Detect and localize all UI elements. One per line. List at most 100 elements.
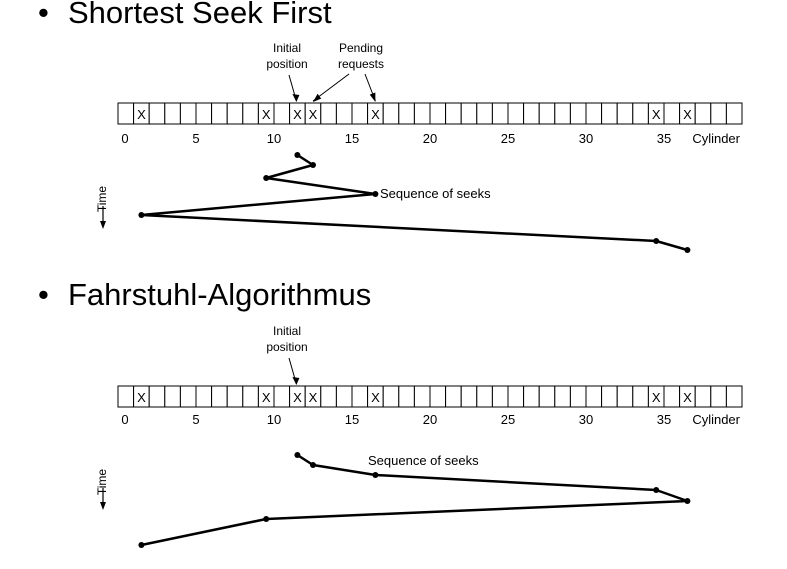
cylinder-cell: [273, 385, 291, 408]
tick-label: 25: [501, 412, 515, 427]
tick-label: 25: [501, 131, 515, 146]
cylinder-cell: [148, 385, 166, 408]
cylinder-cell: [179, 102, 197, 125]
tick-label: 20: [423, 131, 437, 146]
time-axis-label: Time: [95, 186, 109, 213]
cylinder-cell: [725, 385, 743, 408]
request-marker: X: [652, 390, 661, 405]
seek-point: [294, 452, 301, 458]
cylinder-cell: [242, 102, 259, 125]
seek-point: [138, 542, 145, 548]
request-marker: X: [683, 107, 692, 122]
cylinder-cell: [195, 385, 213, 408]
seek-point: [684, 498, 691, 504]
tick-label: 15: [345, 412, 359, 427]
cylinder-cell: [351, 385, 369, 408]
tick-label: 20: [423, 412, 437, 427]
cylinder-cell: [476, 385, 493, 408]
cylinder-cell: [632, 385, 649, 408]
pending-requests-label: Pending: [339, 41, 383, 55]
cylinder-cell: [569, 385, 587, 408]
cylinder-cell: [226, 102, 244, 125]
seek-point: [684, 247, 691, 253]
tick-label: 10: [267, 131, 281, 146]
pending-requests-label: requests: [338, 57, 384, 71]
request-marker: X: [371, 390, 380, 405]
request-marker: X: [309, 390, 318, 405]
cylinder-cell: [382, 102, 400, 125]
cylinder-cell: [632, 102, 649, 125]
seek-point: [653, 487, 660, 493]
cylinder-cell: [523, 102, 540, 125]
tick-label: 15: [345, 131, 359, 146]
seek-point: [372, 191, 379, 197]
cylinder-cell: [476, 102, 493, 125]
heading-fahrstuhl-algorithmus: • Fahrstuhl-Algorithmus: [38, 277, 371, 313]
cylinder-cell: [351, 102, 369, 125]
cylinder-cell: [211, 102, 228, 125]
cylinder-cell: [195, 102, 213, 125]
tick-label: 5: [192, 412, 199, 427]
tick-label: 5: [192, 131, 199, 146]
cylinder-axis-label: Cylinder: [692, 412, 740, 427]
cylinder-cell: [663, 102, 681, 125]
cylinder-cell: [242, 385, 259, 408]
cylinder-cell: [616, 385, 634, 408]
heading-shortest-seek-first: • Shortest Seek First: [38, 0, 332, 31]
cylinder-cell: [226, 385, 244, 408]
arrowhead: [369, 92, 376, 102]
request-marker: X: [371, 107, 380, 122]
seek-point: [263, 175, 270, 181]
cylinder-cell: [429, 102, 447, 125]
arrowhead: [100, 502, 106, 510]
request-marker: X: [683, 390, 692, 405]
seek-point: [263, 516, 270, 522]
cylinder-cell: [429, 385, 447, 408]
cylinder-cell: [148, 102, 166, 125]
cylinder-cell: [445, 102, 462, 125]
cylinder-cell: [507, 385, 525, 408]
cylinder-cell: [554, 102, 571, 125]
cylinder-cell: [335, 385, 353, 408]
cylinder-cell: [413, 102, 431, 125]
sequence-of-seeks-label: Sequence of seeks: [380, 186, 491, 201]
cylinder-cell: [507, 102, 525, 125]
tick-label: 0: [121, 131, 128, 146]
cylinder-cell: [398, 102, 415, 125]
cylinder-cell: [554, 385, 571, 408]
request-marker: X: [293, 107, 302, 122]
cylinder-cell: [273, 102, 291, 125]
seek-path: [141, 453, 689, 547]
cylinder-cell: [710, 385, 727, 408]
arrowhead: [292, 377, 300, 385]
arrowhead: [100, 221, 106, 229]
seek-point: [372, 472, 379, 478]
cylinder-cell: [211, 385, 228, 408]
diagram-1: X X X X X X X0 5 10 15 20 25 30 35 CylinderTimeSequenc…: [95, 357, 743, 548]
cylinder-cell: [117, 385, 135, 408]
cylinder-cell: [164, 385, 181, 408]
request-marker: X: [137, 390, 146, 405]
cylinder-cell: [523, 385, 540, 408]
initial-position-label: position: [266, 340, 307, 354]
cylinder-cell: [179, 385, 197, 408]
cylinder-cell: [164, 102, 181, 125]
cylinder-cell: [335, 102, 353, 125]
arrowhead: [313, 93, 322, 102]
tick-label: 30: [579, 412, 593, 427]
cylinder-cell: [382, 385, 400, 408]
request-marker: X: [137, 107, 146, 122]
tick-label: 0: [121, 412, 128, 427]
seek-point: [310, 462, 316, 468]
cylinder-cell: [694, 102, 712, 125]
cylinder-cell: [725, 102, 743, 125]
seek-point: [310, 162, 316, 168]
sequence-of-seeks-label: Sequence of seeks: [368, 453, 479, 468]
tick-label: 10: [267, 412, 281, 427]
request-marker: X: [309, 107, 318, 122]
bullet: •: [38, 0, 49, 30]
initial-position-label: Initial: [273, 41, 301, 55]
cylinder-cell: [413, 385, 431, 408]
